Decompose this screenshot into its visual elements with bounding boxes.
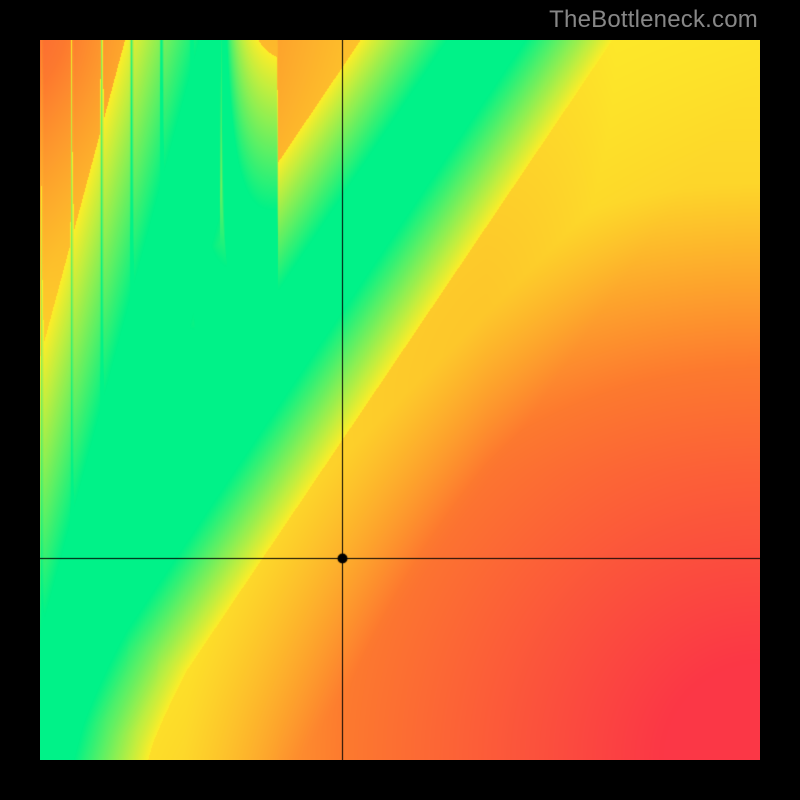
watermark-text: TheBottleneck.com <box>549 6 758 34</box>
plot-area <box>40 40 760 760</box>
heatmap-canvas <box>40 40 760 760</box>
chart-container: { "watermark_text": "TheBottleneck.com",… <box>0 0 800 800</box>
